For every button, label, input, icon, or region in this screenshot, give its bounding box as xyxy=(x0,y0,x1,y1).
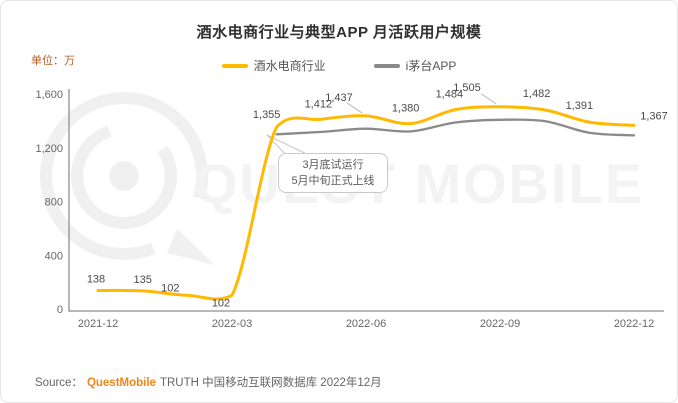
legend-item-industry[interactable]: 酒水电商行业 xyxy=(221,57,326,74)
questmobile-watermark-logo xyxy=(39,91,215,265)
annotation-line-1: 3月底试运行 xyxy=(302,159,364,171)
y-tick-label: 800 xyxy=(45,197,63,209)
annotation-line-2: 5月中旬正式上线 xyxy=(291,175,375,187)
legend-label-imaotai: i茅台APP xyxy=(405,59,457,73)
y-tick-label: 0 xyxy=(57,304,63,316)
legend-item-imaotai[interactable]: i茅台APP xyxy=(373,57,457,74)
x-tick-label: 2022-12 xyxy=(614,318,654,330)
data-label: 102 xyxy=(161,282,179,294)
unit-label: 单位：万 xyxy=(31,55,75,67)
imaotai-line-swatch-icon xyxy=(373,63,400,68)
data-label: 138 xyxy=(87,273,105,285)
data-label: 1,437 xyxy=(325,92,353,104)
y-tick-label: 1,200 xyxy=(35,143,63,155)
x-tick-label: 2022-03 xyxy=(212,318,252,330)
questmobile-watermark-text: QUEST MOBILE xyxy=(194,152,645,215)
data-label: 135 xyxy=(133,274,151,286)
label-leader-line xyxy=(480,93,497,105)
label-leader-line xyxy=(346,102,363,114)
industry-line xyxy=(96,105,636,301)
data-label: 1,484 xyxy=(436,89,464,101)
data-label: 1,391 xyxy=(566,100,594,112)
y-tick-label: 400 xyxy=(45,250,63,262)
data-label: 102 xyxy=(212,297,230,309)
data-label: 1,367 xyxy=(640,110,668,122)
x-tick-label: 2022-06 xyxy=(346,318,386,330)
y-tick-label: 1,600 xyxy=(35,89,63,101)
industry-line-swatch-icon xyxy=(221,63,248,68)
source-prefix: Source： xyxy=(35,377,83,389)
data-label: 1,505 xyxy=(453,82,481,94)
data-label: 1,355 xyxy=(253,109,281,121)
axes xyxy=(68,89,664,312)
imaotai-line xyxy=(275,118,636,137)
source-suffix: TRUTH 中国移动互联网数据库 2022年12月 xyxy=(159,377,382,389)
x-tick-label: 2022-09 xyxy=(480,318,520,330)
legend: 酒水电商行业 i茅台APP xyxy=(1,57,677,74)
legend-label-industry: 酒水电商行业 xyxy=(253,59,326,73)
source-brand: QuestMobile xyxy=(86,377,156,389)
data-label: 1,412 xyxy=(305,98,333,110)
x-tick-label: 2021-12 xyxy=(78,318,118,330)
chart-title: 酒水电商行业与典型APP 月活跃用户规模 xyxy=(196,24,482,41)
annotation-bubble: 3月底试运行 5月中旬正式上线 xyxy=(278,153,388,193)
data-label: 1,380 xyxy=(392,103,420,115)
data-label: 1,482 xyxy=(523,88,551,100)
source-line: Source： QuestMobile TRUTH 中国移动互联网数据库 2022年… xyxy=(35,374,382,390)
